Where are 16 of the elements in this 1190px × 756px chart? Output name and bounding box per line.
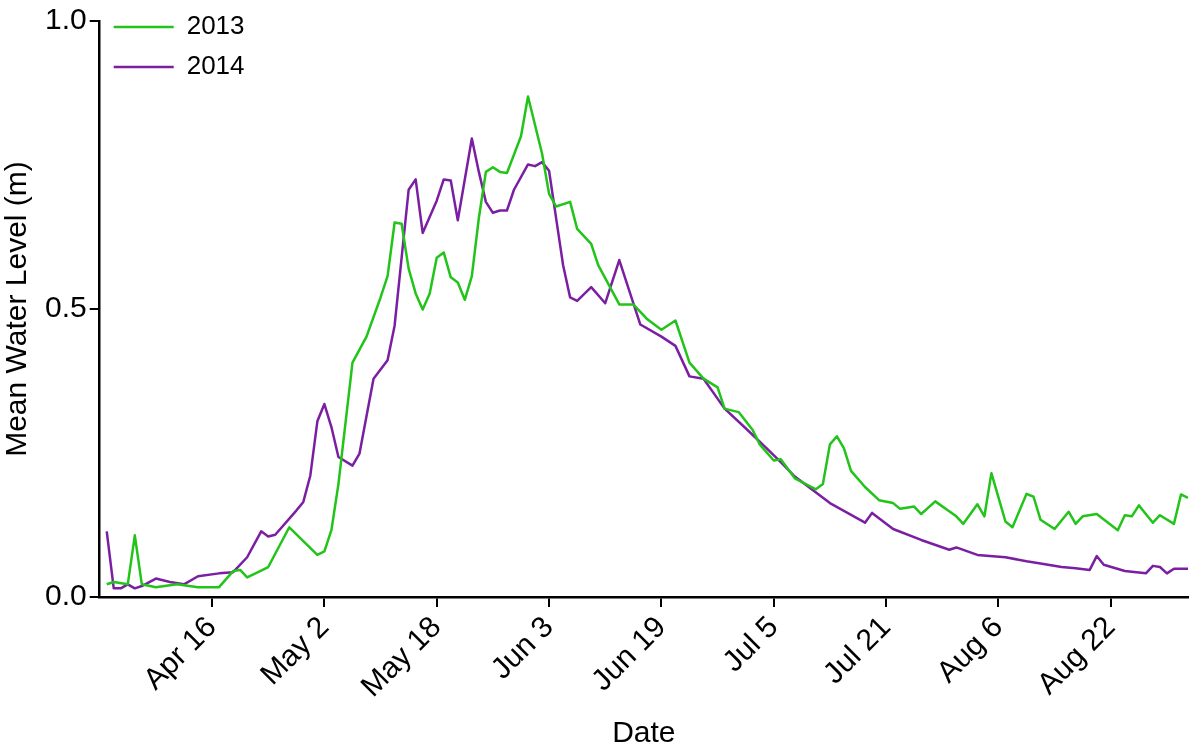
y-tick-label: 0.0 <box>44 578 87 612</box>
x-tick-label: Jun 3 <box>483 609 560 685</box>
x-tick-label: May 18 <box>353 609 447 703</box>
y-tick-label: 1.0 <box>44 2 87 36</box>
legend-label: 2014 <box>186 50 245 81</box>
y-axis-title: Mean Water Level (m) <box>0 161 33 457</box>
x-tick-label: Jul 5 <box>715 609 784 678</box>
x-axis-title: Date <box>612 715 676 749</box>
x-tick-label: Jun 19 <box>584 609 672 697</box>
x-tick-label: Apr 16 <box>136 609 223 696</box>
x-tick-label: Aug 22 <box>1030 609 1121 701</box>
x-tick-label: Aug 6 <box>929 609 1009 689</box>
x-tick-label: May 2 <box>253 609 335 691</box>
x-tick-label: Jul 21 <box>816 609 897 690</box>
y-tick-label: 0.5 <box>44 290 87 324</box>
legend-label: 2013 <box>186 10 245 41</box>
